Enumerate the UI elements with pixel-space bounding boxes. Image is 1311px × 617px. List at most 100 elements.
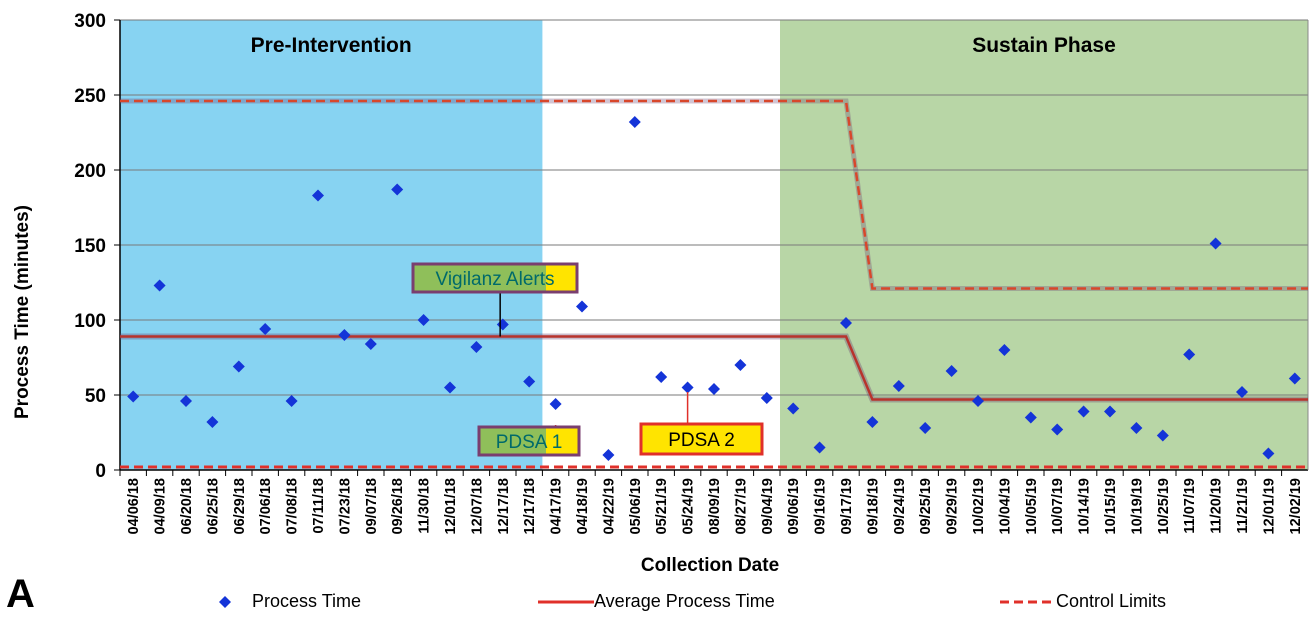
data-point (338, 329, 351, 341)
chart-legend: Process Time Average Process Time Contro… (0, 591, 1311, 613)
x-tick-label: 09/07/18 (364, 478, 380, 534)
data-point (919, 422, 932, 434)
x-tick-label: 12/07/18 (469, 478, 485, 534)
y-tick-label: 300 (74, 11, 106, 32)
data-point (1077, 405, 1090, 418)
data-point (602, 449, 615, 461)
solid-line-icon (538, 600, 594, 603)
data-point (444, 381, 456, 394)
x-tick-label: 09/04/19 (760, 478, 776, 534)
x-tick-label: 09/29/19 (945, 478, 961, 534)
x-tick-label: 09/26/18 (390, 478, 406, 534)
data-point (945, 365, 958, 377)
x-tick-label: 04/18/19 (575, 478, 591, 534)
data-point (417, 314, 430, 326)
annotation-box-fill (413, 264, 546, 292)
phase-label: Pre-Intervention (251, 34, 412, 57)
data-point (391, 183, 404, 196)
legend-item-control-limits: Control Limits (1000, 591, 1166, 612)
data-point (813, 441, 826, 454)
annotation-box-fill (479, 427, 546, 455)
data-point (1183, 348, 1196, 361)
x-tick-label: 08/09/19 (707, 478, 723, 534)
upper-control-limit (120, 99, 1308, 290)
x-axis-label: Collection Date (641, 555, 779, 576)
data-point (998, 344, 1011, 356)
annotation-box (639, 422, 764, 456)
annotation-box-fill (546, 427, 579, 455)
data-point (232, 360, 245, 373)
annotation-box-border (411, 262, 579, 294)
data-point (576, 300, 588, 313)
x-tick-label: 06/25/18 (205, 478, 221, 534)
data-point (364, 338, 377, 350)
data-point (892, 380, 905, 392)
x-tick-label: 06/20/18 (179, 478, 195, 534)
x-tick-label: 10/19/19 (1129, 478, 1145, 534)
data-point (1262, 447, 1275, 460)
x-tick-label: 11/07/19 (1182, 478, 1198, 534)
data-point (1288, 372, 1301, 385)
x-tick-label: 04/06/18 (126, 478, 142, 534)
data-point (127, 390, 140, 403)
x-tick-label: 09/18/19 (865, 478, 881, 534)
legend-label: Control Limits (1056, 591, 1167, 611)
x-tick-label: 07/06/18 (258, 478, 274, 534)
data-point (840, 317, 852, 329)
x-tick-label: 12/17/18 (522, 478, 538, 534)
annotation-box-fill (546, 264, 577, 292)
legend-label: Process Time (252, 591, 362, 611)
data-point (787, 402, 800, 415)
x-tick-label: 10/25/19 (1156, 478, 1172, 534)
diamond-marker-icon (219, 595, 231, 608)
x-tick-label: 12/01/19 (1261, 478, 1277, 534)
x-tick-label: 08/27/19 (733, 478, 749, 534)
data-point (285, 395, 298, 407)
legend-item-average: Average Process Time (538, 591, 775, 612)
panel-label: A (6, 572, 35, 616)
data-point (470, 341, 483, 353)
y-tick-label: 0 (95, 461, 106, 482)
x-tick-label: 12/02/19 (1288, 478, 1304, 534)
x-tick-label: 12/17/18 (496, 478, 512, 534)
x-tick-label: 09/24/19 (892, 478, 908, 534)
data-point (1209, 237, 1222, 250)
average-line (120, 335, 1308, 401)
phase-label: Sustain Phase (972, 34, 1116, 57)
data-point (628, 116, 641, 128)
x-tick-label: 05/21/19 (654, 478, 670, 534)
x-tick-label: 04/22/19 (601, 478, 617, 534)
data-point (259, 323, 272, 335)
data-point (1024, 411, 1037, 424)
data-point (655, 371, 668, 383)
data-point (206, 416, 219, 428)
dashed-line-icon (1000, 600, 1056, 603)
data-point (1104, 405, 1116, 418)
x-tick-label: 10/15/19 (1103, 478, 1119, 534)
x-tick-label: 05/06/19 (628, 478, 644, 534)
x-tick-label: 11/30/18 (417, 478, 433, 534)
x-tick-label: 09/06/19 (786, 478, 802, 534)
x-tick-label: 07/08/18 (285, 478, 301, 534)
x-tick-label: 05/24/19 (681, 478, 697, 534)
data-point (1130, 422, 1143, 434)
x-tick-label: 10/14/19 (1077, 478, 1093, 534)
x-tick-label: 07/23/18 (337, 478, 353, 534)
y-tick-label: 100 (74, 311, 106, 332)
legend-label: Average Process Time (594, 591, 775, 611)
annotation-label: Vigilanz Alerts (436, 269, 555, 290)
data-point (180, 395, 192, 407)
x-tick-label: 10/04/19 (997, 478, 1013, 534)
data-point (153, 279, 166, 292)
data-point (708, 383, 720, 395)
data-point (1156, 429, 1169, 442)
x-tick-label: 04/09/18 (153, 478, 169, 534)
y-axis-label: Process Time (minutes) (12, 205, 33, 419)
x-tick-label: 09/16/19 (813, 478, 829, 534)
x-tick-label: 06/29/18 (232, 478, 248, 534)
x-tick-label: 10/07/19 (1050, 478, 1066, 534)
y-tick-label: 250 (74, 86, 106, 107)
data-point (866, 416, 879, 428)
y-tick-label: 50 (85, 386, 106, 407)
x-tick-label: 07/11/18 (311, 478, 327, 534)
